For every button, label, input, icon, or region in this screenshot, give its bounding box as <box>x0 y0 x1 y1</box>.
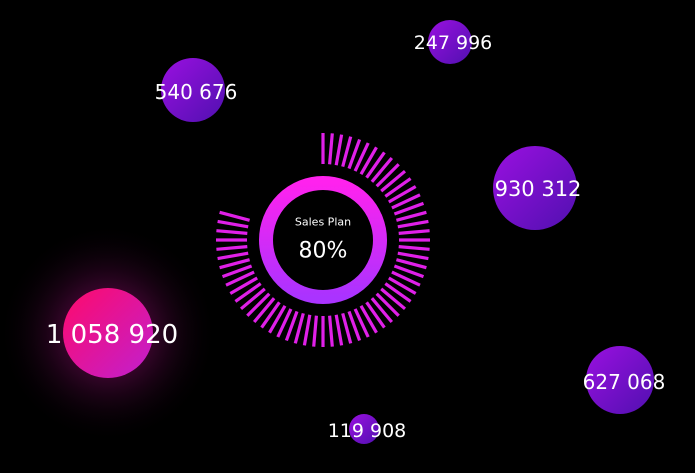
gauge-tick <box>217 251 249 261</box>
gauge-tick <box>375 163 400 188</box>
gauge-tick <box>395 258 427 270</box>
bubble-930312: 930 312 <box>493 146 581 230</box>
gauge-tick <box>347 310 362 342</box>
bubble-label: 540 676 <box>155 80 238 104</box>
gauge-tick <box>398 229 430 235</box>
gauge-tick <box>219 210 251 222</box>
gauge-tick <box>384 177 412 198</box>
gauge-tick <box>359 146 378 175</box>
gauge-tick <box>252 297 276 324</box>
gauge-tick <box>375 292 400 317</box>
gauge-tick <box>239 287 266 311</box>
bubble-circle <box>161 58 225 122</box>
gauge-ring <box>259 176 387 304</box>
bubble-540676: 540 676 <box>155 58 238 122</box>
bubble-label: 247 996 <box>414 32 493 54</box>
gauge-tick <box>388 276 417 295</box>
gauge-tick <box>370 297 394 324</box>
gauge-ticks <box>216 133 430 347</box>
bubble-circle <box>349 414 379 444</box>
gauge-tick <box>260 301 281 329</box>
gauge-tick <box>217 219 249 229</box>
gauge-tick <box>395 210 427 222</box>
gauge-tick <box>398 245 430 251</box>
bubble-247996: 247 996 <box>414 20 493 64</box>
gauge-tick <box>328 315 334 347</box>
bubble-circle <box>63 288 153 378</box>
gauge-tick <box>334 314 344 346</box>
sales-plan-gauge: Sales Plan 80% <box>216 133 430 347</box>
gauge-tick <box>353 308 370 338</box>
gauge-tick <box>234 282 262 303</box>
gauge-tick <box>276 308 293 338</box>
gauge-value: 80% <box>299 239 348 264</box>
gauge-tick <box>353 142 370 172</box>
gauge-tick <box>391 193 421 210</box>
bubble-label: 627 068 <box>583 370 666 394</box>
gauge-tick <box>397 219 429 229</box>
gauge-tick <box>229 276 258 295</box>
bubble-series: 1 058 920 930 312 627 068 540 676 247 99… <box>46 20 666 444</box>
bubble-label: 119 908 <box>328 420 407 442</box>
bubble-circle <box>428 20 472 64</box>
gauge-tick <box>293 312 305 344</box>
bubble-label: 930 312 <box>495 177 582 201</box>
gauge-tick <box>334 134 344 166</box>
bubble-circle <box>493 146 577 230</box>
gauge-tick <box>380 287 407 311</box>
gauge-tick <box>219 258 251 270</box>
gauge-tick <box>391 270 421 287</box>
gauge-tick <box>393 264 425 279</box>
gauge-tick <box>384 282 412 303</box>
gauge-tick <box>397 251 429 261</box>
gauge-tick <box>284 310 299 342</box>
gauge-tick <box>341 312 353 344</box>
gauge-tick <box>268 305 287 334</box>
gauge-tick <box>388 185 417 204</box>
gauge-tick <box>347 138 362 170</box>
gauge-tick <box>380 169 407 193</box>
gauge-tick <box>365 151 386 179</box>
bubble-119908: 119 908 <box>328 414 407 444</box>
gauge-title: Sales Plan <box>295 216 351 229</box>
bubble-1058920: 1 058 920 <box>46 288 178 378</box>
gauge-tick <box>359 305 378 334</box>
gauge-tick <box>225 270 255 287</box>
gauge-tick <box>393 201 425 216</box>
gauge-tick <box>328 133 334 165</box>
gauge-tick <box>246 292 271 317</box>
bubble-circle <box>586 346 654 414</box>
gauge-tick <box>341 136 353 168</box>
gauge-tick <box>216 229 248 235</box>
gauge-tick <box>365 301 386 329</box>
bubble-label: 1 058 920 <box>46 320 178 350</box>
gauge-tick <box>312 315 318 347</box>
gauge-tick <box>302 314 312 346</box>
gauge-tick <box>216 245 248 251</box>
gauge-tick <box>221 264 253 279</box>
gauge-tick <box>370 156 394 183</box>
bubble-627068: 627 068 <box>583 346 666 414</box>
